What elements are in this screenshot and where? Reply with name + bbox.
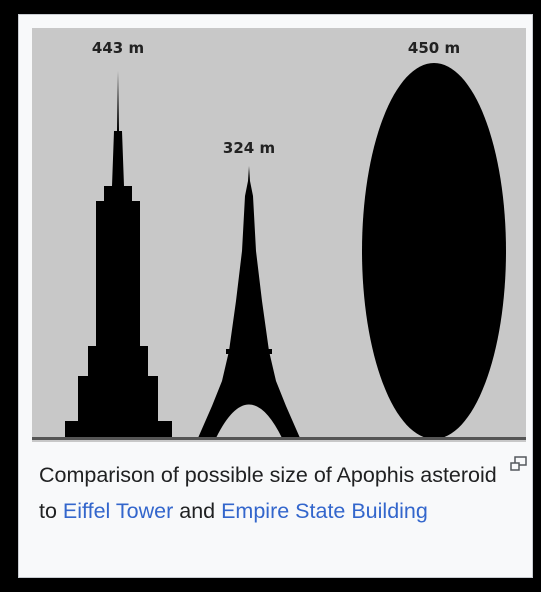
height-label: 450 m [408, 39, 460, 57]
caption-text: and [173, 499, 221, 523]
thumbnail: 443 m 324 m 450 m Comparison of possible… [18, 14, 533, 578]
ground-line [32, 437, 526, 440]
caption: Comparison of possible size of Apophis a… [39, 457, 509, 529]
enlarge-icon[interactable] [509, 455, 529, 473]
page: {"figure": {"labels": ["443 m", "324 m",… [0, 0, 541, 592]
comparison-image[interactable]: 443 m 324 m 450 m [32, 28, 526, 442]
link[interactable]: Eiffel Tower [63, 499, 173, 523]
height-label: 443 m [92, 39, 144, 57]
link[interactable]: Empire State Building [221, 499, 428, 523]
height-label: 324 m [223, 139, 275, 157]
asteroid-apophis [362, 63, 506, 439]
